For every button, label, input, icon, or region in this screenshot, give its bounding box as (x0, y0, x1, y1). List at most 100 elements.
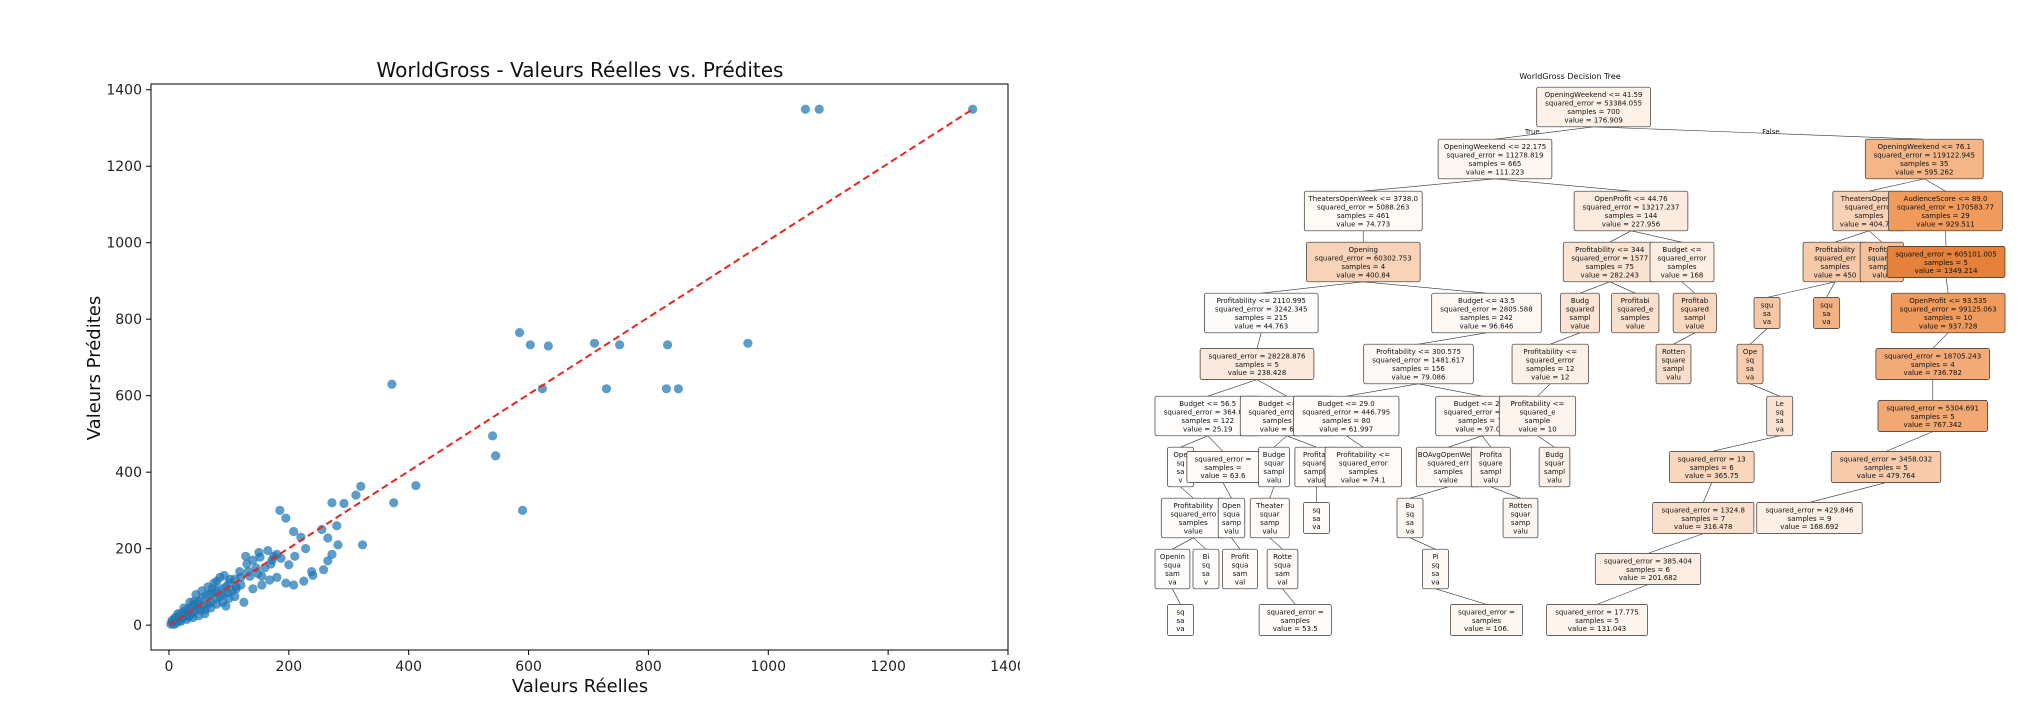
tree-node-text: samples = 12 (1526, 365, 1574, 373)
tree-node-text: squ (1820, 301, 1833, 309)
tree-node-text: valu (1267, 476, 1282, 484)
tree-node-text: value (1307, 476, 1326, 484)
tree-node-text: value = 400.84 (1336, 271, 1390, 279)
tree-node-text: squared_error = 60302.753 (1315, 255, 1412, 263)
tree-node-text: Ope (1173, 451, 1187, 459)
data-point (281, 578, 291, 588)
decision-tree: WorldGross Decision Tree True False Openi… (1154, 72, 2006, 636)
data-point (389, 498, 399, 508)
tree-edge (1409, 537, 1436, 550)
tree-edge (1261, 281, 1364, 294)
data-point (323, 533, 333, 543)
data-point (517, 505, 528, 516)
tree-node-box (1154, 548, 1191, 590)
tree-edge (1180, 486, 1194, 499)
data-point (276, 553, 286, 563)
x-tick-label: 400 (395, 659, 422, 675)
tree-node-text: squared (1302, 460, 1330, 468)
tree-node-box (1266, 548, 1299, 590)
tree-node-text: va (1168, 578, 1176, 586)
tree-node-box (1560, 292, 1600, 334)
tree-node-text: value = 404.773 (1840, 220, 1898, 228)
tree-node-text: samples = 665 (1469, 160, 1522, 168)
tree-edge (1630, 230, 1683, 243)
tree-node-text: va (1312, 523, 1320, 531)
tree-node-text: squared_error = 3458.032 (1840, 455, 1932, 463)
tree-node: TheatersOpenWeek <= 3738.0squared_error … (1303, 190, 1423, 232)
data-point (248, 584, 258, 594)
tree-node-text: sq (1746, 357, 1754, 365)
tree-node-text: Pi (1432, 553, 1438, 561)
tree-node-text: value (1439, 476, 1458, 484)
tree-node-text: sa (1202, 570, 1210, 578)
tree-node-box (1306, 241, 1421, 283)
tree-node-text: valu (1666, 373, 1681, 381)
axes: 0 200 400 600 800 1000 1200 1400 0 200 400 600 800 10… (106, 83, 1025, 675)
data-point (207, 584, 217, 594)
tree-edge (1494, 178, 1632, 192)
tree-edge (1269, 486, 1275, 499)
tree-node-box (1536, 86, 1651, 128)
tree-edge (1193, 537, 1207, 550)
y-tick-label: 1000 (106, 236, 142, 252)
tree-node-box (1217, 497, 1246, 539)
tree-node-text: samples (1179, 519, 1208, 527)
tree-edge (1363, 178, 1496, 192)
tree-node-box (1249, 497, 1290, 539)
tree-node-box (1363, 343, 1474, 385)
tree-edge (1749, 383, 1780, 397)
tree-node-text: squared_error = 13 (1678, 455, 1746, 463)
tree-node-text: value = 61.997 (1319, 425, 1373, 433)
tree-node-box (1877, 400, 1988, 432)
tree-edge (1282, 588, 1296, 605)
tree-node-text: samples = 156 (1392, 365, 1445, 373)
tree-edge (1868, 230, 1882, 243)
tree-node-text: sa (1746, 365, 1754, 373)
y-tick-label: 1200 (106, 159, 142, 175)
tree-node-text: samples = 88 (1263, 417, 1311, 425)
data-point (387, 379, 397, 389)
tree-node-text: squared_error (1845, 204, 1894, 212)
data-point (411, 480, 421, 491)
tree-node-text: sq (1176, 460, 1184, 468)
tree-edge (1945, 230, 1947, 247)
tree-node-text: samples (1820, 263, 1849, 271)
tree-node-text: samples = 6 (1690, 464, 1734, 472)
tree-node-text: squared (1566, 306, 1594, 314)
tree-node-text: value = 227.956 (1602, 220, 1661, 228)
tree-node-text: v (1204, 578, 1208, 586)
tree-node-text: value = 937.728 (1919, 322, 1977, 330)
tree-node-text: Bu (1405, 502, 1414, 510)
data-point (225, 574, 235, 584)
tree-node-box (1199, 348, 1315, 380)
tree-node-text: samples (1621, 314, 1650, 322)
tree-node-text: sam (1233, 570, 1248, 578)
data-point (230, 591, 240, 602)
tree-node-box (1611, 292, 1660, 334)
tree-node-box (1652, 502, 1755, 534)
tree-node-text: squared_error = 364.018 (1164, 409, 1252, 417)
data-point (589, 338, 600, 348)
tree-node-text: Bi (1203, 553, 1210, 561)
tree-node-text: OpenProfit <= 93.535 (1909, 297, 1987, 305)
plot-frame (150, 83, 1009, 651)
tree-node-box (1886, 246, 2006, 278)
tree-node-text: sample (1869, 263, 1894, 271)
tree-node-box (1437, 138, 1553, 180)
tree-node-text: samples = 6 (1626, 566, 1670, 574)
tree-node-text: squared_error = 28228.876 (1209, 352, 1306, 360)
tree-node-text: Profitab (1303, 451, 1331, 459)
tree-node-text: value = 63.6 (1200, 472, 1246, 480)
tree-node-text: squared_error = (1195, 455, 1252, 463)
tree-node-box (1470, 446, 1511, 488)
tree-edge (1609, 230, 1632, 243)
tree-node-text: squared_error = 385.404 (1604, 557, 1693, 565)
